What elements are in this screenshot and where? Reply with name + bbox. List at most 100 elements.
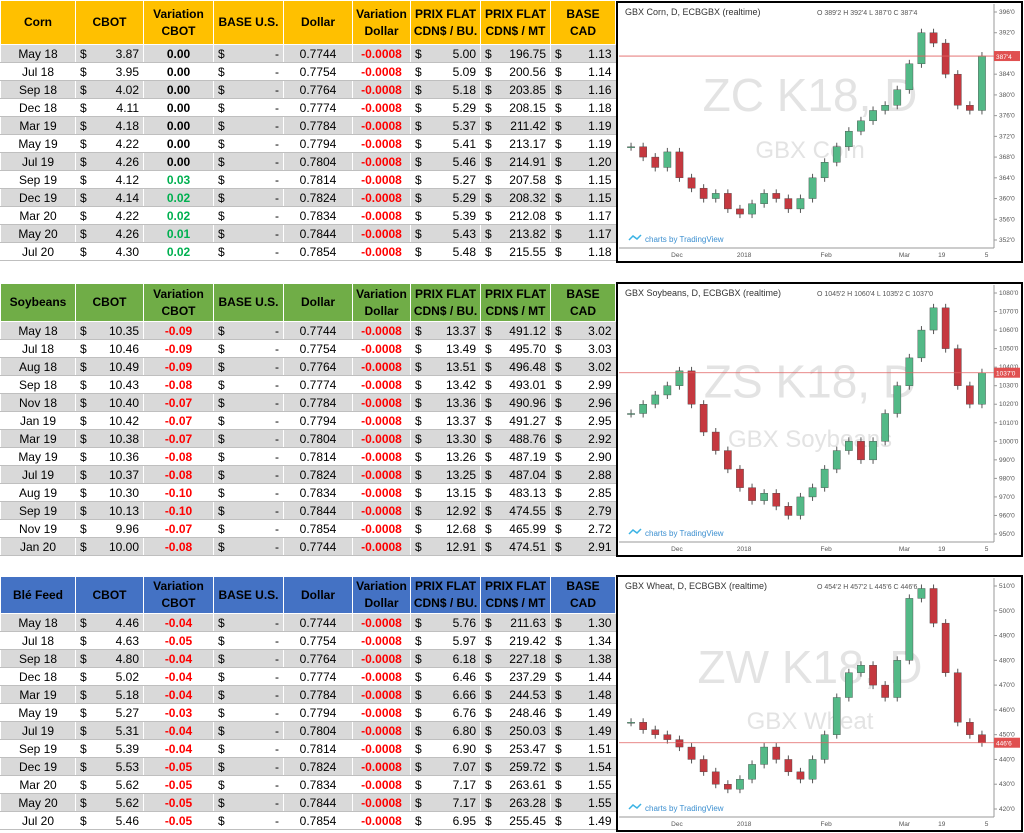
candle-body bbox=[699, 759, 708, 773]
cell-value: 5.29 bbox=[452, 190, 476, 205]
currency: $ bbox=[485, 395, 492, 410]
money-cell: $5.39 bbox=[410, 206, 481, 225]
dollar-cell: 0.7794 bbox=[283, 411, 353, 430]
dollar-cell: 0.7754 bbox=[283, 62, 353, 81]
currency: $ bbox=[415, 485, 422, 500]
candle-body bbox=[784, 505, 793, 516]
currency: $ bbox=[218, 741, 225, 756]
candle-body bbox=[796, 771, 805, 780]
money-cell: $5.18 bbox=[75, 685, 144, 704]
currency: $ bbox=[80, 154, 87, 169]
money-cell: $9.96 bbox=[75, 519, 144, 538]
currency: $ bbox=[218, 208, 225, 223]
y-tick-label: 990'0 bbox=[999, 457, 1015, 464]
money-cell: $5.97 bbox=[410, 631, 481, 650]
cell-value: 4.02 bbox=[115, 82, 139, 97]
table-row: Nov 19 $9.96 -0.07 $ -0.7854 -0.0008 $12.68 $46… bbox=[0, 519, 616, 538]
cell-value: 4.63 bbox=[115, 633, 139, 648]
header-cell: PRIX FLAT CDN$ / MT bbox=[480, 0, 551, 45]
money-cell: $ - bbox=[213, 339, 284, 358]
money-cell: $4.63 bbox=[75, 631, 144, 650]
money-cell: $4.26 bbox=[75, 224, 144, 243]
currency: $ bbox=[415, 395, 422, 410]
currency: $ bbox=[80, 795, 87, 810]
candle-body bbox=[832, 450, 841, 470]
money-cell: $6.46 bbox=[410, 667, 481, 686]
money-cell: $4.26 bbox=[75, 152, 144, 171]
variation-dollar-cell: -0.0008 bbox=[352, 152, 411, 171]
dollar-cell: 0.7784 bbox=[283, 685, 353, 704]
variation-cell: 0.00 bbox=[143, 62, 214, 81]
cell-value: 465.99 bbox=[509, 521, 546, 536]
money-cell: $10.36 bbox=[75, 447, 144, 466]
money-cell: $ - bbox=[213, 98, 284, 117]
money-cell: $493.01 bbox=[480, 375, 551, 394]
cell-value: 263.28 bbox=[509, 795, 546, 810]
money-cell: $1.34 bbox=[550, 631, 616, 650]
currency: $ bbox=[485, 46, 492, 61]
candle-body bbox=[711, 193, 720, 199]
header-cell: BASE U.S. bbox=[213, 0, 284, 45]
cell-value: - bbox=[275, 687, 279, 702]
money-cell: $ - bbox=[213, 465, 284, 484]
cell-value: 2.90 bbox=[588, 449, 612, 464]
currency: $ bbox=[80, 633, 87, 648]
header-cell: Dollar bbox=[283, 0, 353, 45]
x-tick-label: 2018 bbox=[737, 821, 752, 828]
money-cell: $244.53 bbox=[480, 685, 551, 704]
header-cell: CBOT bbox=[75, 283, 144, 322]
currency: $ bbox=[415, 503, 422, 518]
contract-cell: Sep 18 bbox=[0, 649, 76, 668]
currency: $ bbox=[415, 64, 422, 79]
currency: $ bbox=[485, 413, 492, 428]
table-row: Dec 18 $4.11 0.00 $ -0.7774 -0.0008 $5.29 $208.… bbox=[0, 98, 616, 117]
table-row: Jul 19 $10.37 -0.08 $ -0.7824 -0.0008 $13.25 $4… bbox=[0, 465, 616, 484]
candle-body bbox=[687, 177, 696, 189]
dollar-cell: 0.7844 bbox=[283, 224, 353, 243]
cell-value: 474.55 bbox=[509, 503, 546, 518]
currency: $ bbox=[80, 723, 87, 738]
cell-value: 5.41 bbox=[452, 136, 476, 151]
cell-value: 5.18 bbox=[452, 82, 476, 97]
cell-value: 211.63 bbox=[510, 615, 546, 630]
currency: $ bbox=[555, 777, 562, 792]
credit: charts by TradingView bbox=[645, 529, 724, 538]
dollar-cell: 0.7834 bbox=[283, 206, 353, 225]
currency: $ bbox=[415, 651, 422, 666]
table-row: Sep 18 $4.02 0.00 $ -0.7764 -0.0008 $5.18 $203.… bbox=[0, 80, 616, 99]
candle-body bbox=[796, 198, 805, 210]
currency: $ bbox=[555, 795, 562, 810]
cell-value: 3.03 bbox=[588, 341, 612, 356]
cell-value: 5.31 bbox=[115, 723, 139, 738]
money-cell: $10.13 bbox=[75, 501, 144, 520]
candle-body bbox=[760, 493, 768, 501]
cell-value: 4.14 bbox=[115, 190, 139, 205]
money-cell: $213.82 bbox=[480, 224, 551, 243]
currency: $ bbox=[485, 431, 492, 446]
cell-value: 5.62 bbox=[115, 795, 139, 810]
candle-body bbox=[651, 394, 660, 405]
cell-value: 250.03 bbox=[509, 723, 546, 738]
variation-cell: 0.00 bbox=[143, 134, 214, 153]
logo bbox=[628, 234, 642, 241]
y-tick-label: 1000'0 bbox=[999, 438, 1019, 445]
ohlc: O 454'2 H 457'2 L 445'6 C 446'6 bbox=[817, 584, 918, 591]
variation-cell: -0.10 bbox=[143, 483, 214, 502]
candle-body bbox=[978, 372, 986, 405]
candle-body bbox=[724, 450, 732, 470]
currency: $ bbox=[485, 813, 492, 828]
cell-value: 493.01 bbox=[509, 377, 546, 392]
candle-body bbox=[845, 130, 853, 147]
dollar-cell: 0.7744 bbox=[283, 613, 353, 632]
cell-value: 219.42 bbox=[509, 633, 546, 648]
currency: $ bbox=[415, 795, 422, 810]
cell-value: - bbox=[275, 431, 279, 446]
contract-cell: Sep 19 bbox=[0, 739, 76, 758]
money-cell: $1.18 bbox=[550, 242, 616, 261]
currency: $ bbox=[485, 539, 492, 554]
header-cell: Dollar bbox=[283, 283, 353, 322]
candle-body bbox=[687, 370, 696, 405]
last-price-label: 387'4 bbox=[996, 54, 1012, 61]
table-row: Mar 20 $5.62 -0.05 $ -0.7834 -0.0008 $7.17 $263… bbox=[0, 775, 616, 794]
cell-value: 5.97 bbox=[452, 633, 476, 648]
